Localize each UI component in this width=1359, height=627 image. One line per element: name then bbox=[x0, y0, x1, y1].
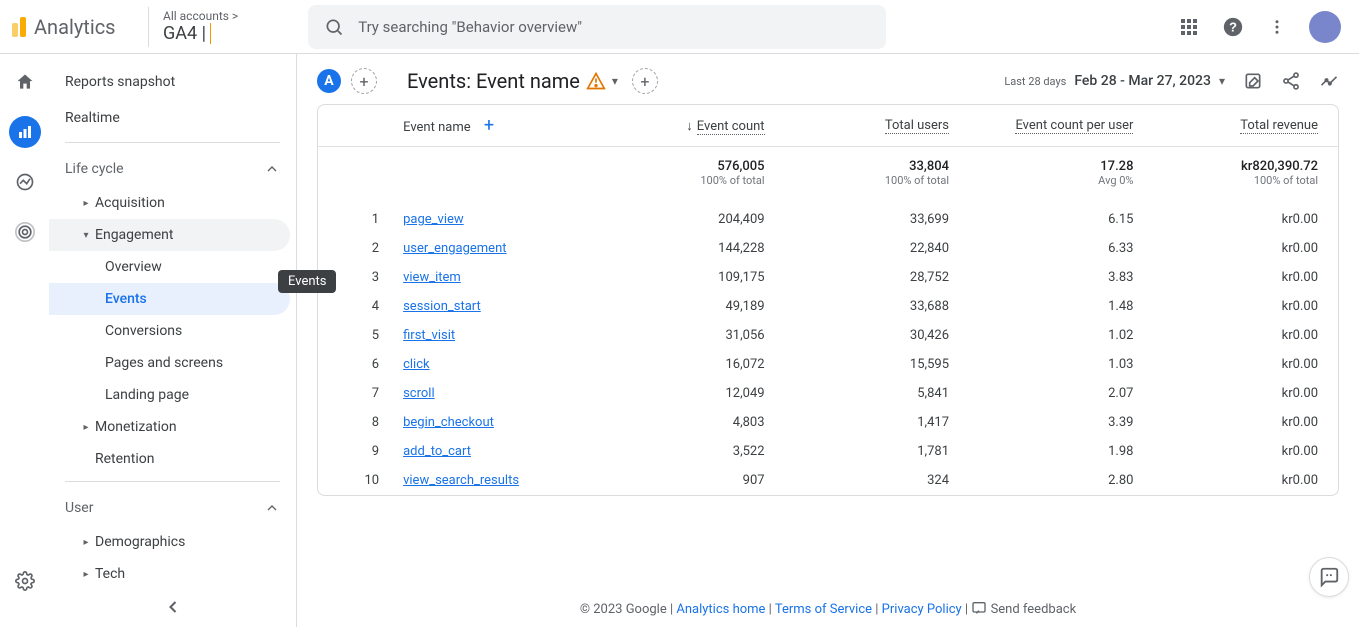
footer-copyright: © 2023 Google bbox=[580, 602, 667, 617]
event-link[interactable]: begin_checkout bbox=[403, 415, 494, 430]
chevron-up-icon bbox=[264, 500, 280, 516]
event-link[interactable]: view_item bbox=[403, 270, 461, 285]
page-title: Events: Event name bbox=[407, 69, 580, 93]
search-bar[interactable]: Try searching "Behavior overview" bbox=[308, 5, 886, 49]
date-range-picker[interactable]: Last 28 days Feb 28 - Mar 27, 2023 ▾ bbox=[1004, 73, 1225, 89]
event-link[interactable]: click bbox=[403, 357, 430, 372]
date-range-label: Last 28 days bbox=[1004, 75, 1066, 88]
sidebar-subitem[interactable]: Landing page bbox=[49, 379, 290, 411]
apps-icon[interactable] bbox=[1177, 15, 1201, 39]
app-header: Analytics All accounts > GA4 | Try searc… bbox=[0, 0, 1359, 54]
events-table: Event name + ↓Event count Total users Ev… bbox=[318, 105, 1338, 495]
footer-feedback[interactable]: Send feedback bbox=[971, 602, 1076, 617]
sidebar-item[interactable]: Reports snapshot bbox=[49, 64, 296, 100]
customize-report-icon[interactable] bbox=[1243, 71, 1263, 91]
header-actions: ? bbox=[1177, 11, 1351, 43]
nav-tooltip: Events bbox=[278, 270, 336, 293]
totals-row: 576,005100% of total 33,804100% of total… bbox=[318, 147, 1338, 206]
help-icon[interactable]: ? bbox=[1221, 15, 1245, 39]
col-event-name[interactable]: Event name + bbox=[383, 105, 600, 147]
account-path: All accounts > bbox=[163, 9, 238, 23]
search-icon bbox=[324, 17, 344, 37]
event-link[interactable]: view_search_results bbox=[403, 473, 519, 488]
account-switcher[interactable]: All accounts > GA4 | bbox=[148, 7, 238, 47]
events-table-card: Event name + ↓Event count Total users Ev… bbox=[317, 104, 1339, 496]
sidebar-item[interactable]: ▸Demographics bbox=[49, 526, 296, 558]
rail-home[interactable] bbox=[9, 66, 41, 98]
table-row[interactable]: 3 view_item 109,175 28,752 3.83 kr0.00 bbox=[318, 263, 1338, 292]
logo-area: Analytics bbox=[8, 15, 148, 39]
insights-icon[interactable] bbox=[1319, 71, 1339, 91]
sidebar-subitem[interactable]: Events bbox=[49, 283, 290, 315]
footer-link-home[interactable]: Analytics home bbox=[676, 602, 765, 617]
avatar[interactable] bbox=[1309, 11, 1341, 43]
col-total-users[interactable]: Total users bbox=[785, 105, 969, 147]
event-link[interactable]: session_start bbox=[403, 299, 481, 314]
add-dimension-button[interactable]: + bbox=[484, 115, 494, 136]
logo-text: Analytics bbox=[34, 15, 116, 39]
footer-link-tos[interactable]: Terms of Service bbox=[775, 602, 872, 617]
sidebar-subitem[interactable]: Pages and screens bbox=[49, 347, 290, 379]
main-content: A + Events: Event name ▾ + Last 28 days … bbox=[297, 54, 1359, 627]
table-row[interactable]: 8 begin_checkout 4,803 1,417 3.39 kr0.00 bbox=[318, 408, 1338, 437]
sidebar-item[interactable]: ▸Tech bbox=[49, 558, 296, 590]
table-row[interactable]: 9 add_to_cart 3,522 1,781 1.98 kr0.00 bbox=[318, 437, 1338, 466]
account-current: GA4 | bbox=[163, 23, 238, 44]
svg-text:?: ? bbox=[1229, 19, 1237, 34]
more-icon[interactable] bbox=[1265, 15, 1289, 39]
sidebar-item[interactable]: Realtime bbox=[49, 100, 296, 136]
sidebar-group-header[interactable]: User bbox=[49, 488, 296, 526]
table-row[interactable]: 2 user_engagement 144,228 22,840 6.33 kr… bbox=[318, 234, 1338, 263]
segment-chip[interactable]: A bbox=[317, 69, 341, 93]
sidebar-subitem[interactable]: Conversions bbox=[49, 315, 290, 347]
table-row[interactable]: 1 page_view 204,409 33,699 6.15 kr0.00 bbox=[318, 205, 1338, 234]
share-icon[interactable] bbox=[1281, 71, 1301, 91]
col-revenue[interactable]: Total revenue bbox=[1153, 105, 1338, 147]
nav-rail bbox=[0, 54, 49, 627]
table-row[interactable]: 6 click 16,072 15,595 1.03 kr0.00 bbox=[318, 350, 1338, 379]
chevron-down-icon: ▾ bbox=[1219, 74, 1225, 88]
rail-admin[interactable] bbox=[9, 565, 41, 597]
chevron-up-icon bbox=[264, 161, 280, 177]
table-row[interactable]: 7 scroll 12,049 5,841 2.07 kr0.00 bbox=[318, 379, 1338, 408]
col-event-count[interactable]: ↓Event count bbox=[600, 105, 784, 147]
rail-explore[interactable] bbox=[9, 166, 41, 198]
event-link[interactable]: first_visit bbox=[403, 328, 455, 343]
page-header: A + Events: Event name ▾ + Last 28 days … bbox=[297, 54, 1359, 104]
footer-link-privacy[interactable]: Privacy Policy bbox=[882, 602, 962, 617]
date-range-value: Feb 28 - Mar 27, 2023 bbox=[1074, 73, 1211, 89]
data-quality-warning-icon[interactable] bbox=[586, 71, 606, 91]
event-link[interactable]: add_to_cart bbox=[403, 444, 471, 459]
warning-dropdown-icon[interactable]: ▾ bbox=[612, 74, 618, 88]
table-row[interactable]: 5 first_visit 31,056 30,426 1.02 kr0.00 bbox=[318, 321, 1338, 350]
event-link[interactable]: scroll bbox=[403, 386, 435, 401]
table-row[interactable]: 10 view_search_results 907 324 2.80 kr0.… bbox=[318, 466, 1338, 495]
sort-desc-icon: ↓ bbox=[686, 119, 693, 134]
analytics-logo-icon bbox=[12, 17, 26, 37]
sidebar-item[interactable]: ▸Monetization bbox=[49, 411, 296, 443]
search-placeholder: Try searching "Behavior overview" bbox=[358, 18, 582, 36]
report-nav: Reports snapshotRealtime Life cycle▸Acqui… bbox=[49, 54, 297, 627]
sidebar-item[interactable]: ▾Engagement bbox=[49, 219, 290, 251]
add-comparison-button[interactable]: + bbox=[351, 68, 377, 94]
collapse-sidebar-button[interactable] bbox=[163, 597, 183, 617]
col-per-user[interactable]: Event count per user bbox=[969, 105, 1153, 147]
event-link[interactable]: page_view bbox=[403, 212, 464, 227]
footer: © 2023 Google | Analytics home | Terms o… bbox=[297, 586, 1359, 627]
rail-reports[interactable] bbox=[9, 116, 41, 148]
add-secondary-button[interactable]: + bbox=[632, 68, 658, 94]
rail-advertising[interactable] bbox=[9, 216, 41, 248]
table-row[interactable]: 4 session_start 49,189 33,688 1.48 kr0.0… bbox=[318, 292, 1338, 321]
sidebar-item[interactable]: Retention bbox=[49, 443, 296, 475]
sidebar-subitem[interactable]: Overview bbox=[49, 251, 290, 283]
sidebar-item[interactable]: ▸Acquisition bbox=[49, 187, 296, 219]
sidebar-group-header[interactable]: Life cycle bbox=[49, 149, 296, 187]
feedback-fab[interactable] bbox=[1309, 557, 1349, 597]
event-link[interactable]: user_engagement bbox=[403, 241, 506, 256]
